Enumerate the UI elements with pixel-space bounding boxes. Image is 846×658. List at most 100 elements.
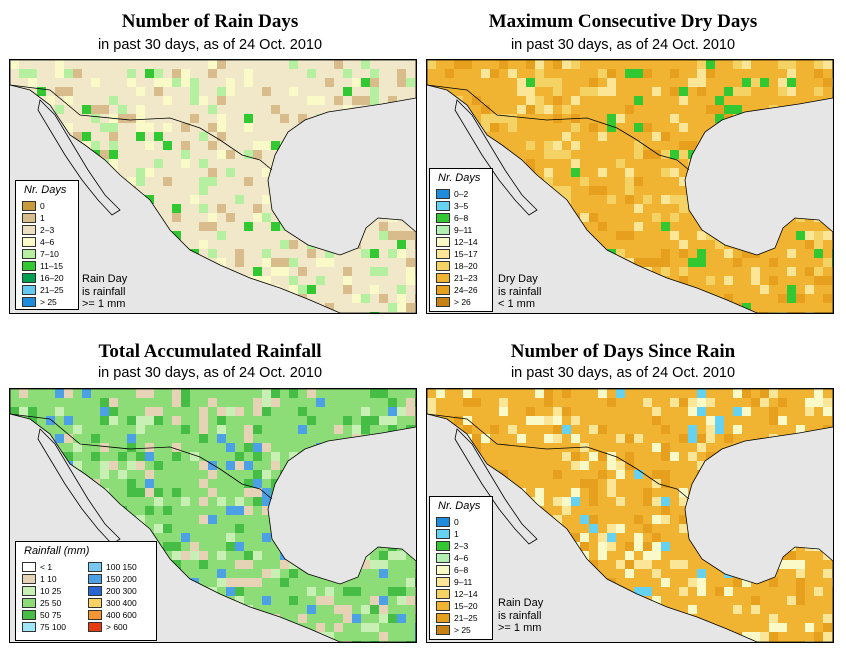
legend-swatch	[436, 565, 450, 575]
legend-swatch	[436, 553, 450, 563]
legend-label: 0–2	[454, 189, 469, 199]
legend-swatch	[22, 249, 36, 259]
legend-label: 16–20	[40, 273, 64, 283]
legend-swatch	[436, 237, 450, 247]
legend-swatch	[22, 261, 36, 271]
panel-subtitle: in past 30 days, as of 24 Oct. 2010	[97, 365, 323, 381]
coastline	[10, 60, 416, 313]
legend-swatch	[88, 586, 102, 596]
definition-note: Rain Day is rainfall >= 1 mm	[82, 273, 127, 311]
legend-label: 4–6	[40, 237, 55, 247]
legend-label: 1	[454, 529, 459, 539]
legend-label: 6–8	[454, 213, 469, 223]
panel-subtitle: in past 30 days, as of 24 Oct. 2010	[510, 37, 736, 53]
us-border	[427, 413, 690, 500]
coastline	[427, 60, 833, 313]
panel-title: Total Accumulated Rainfall	[98, 341, 322, 362]
legend-label: 150 200	[106, 574, 137, 584]
legend-label: 200 300	[106, 586, 137, 596]
legend-label: 1	[40, 213, 45, 223]
map	[426, 59, 834, 314]
us-border	[10, 413, 273, 500]
legend-title: Rainfall (mm)	[24, 545, 90, 557]
legend-label: 4–6	[454, 553, 469, 563]
legend-label: 400 600	[106, 610, 137, 620]
legend-swatch	[22, 622, 36, 632]
legend-swatch	[436, 285, 450, 295]
definition-note: Dry Day is rainfall < 1 mm	[498, 273, 541, 311]
map-legend: Nr. Days 0 1 2–3 4–6 7–10 11–15 16–20 21–25 > 25	[15, 180, 79, 310]
gulf-of-california	[454, 99, 538, 216]
legend-label: 75 100	[40, 622, 66, 632]
note-line: >= 1 mm	[498, 622, 542, 634]
legend-swatch	[22, 297, 36, 307]
legend-label: 21–25	[40, 285, 64, 295]
legend-swatch	[22, 201, 36, 211]
legend-swatch	[88, 610, 102, 620]
legend-label: 21–23	[454, 273, 478, 283]
legend-swatch	[22, 562, 36, 572]
legend-swatch	[436, 625, 450, 635]
note-line: Rain Day	[82, 273, 128, 285]
note-line: is rainfall	[82, 285, 126, 298]
note-line: is rainfall	[498, 285, 542, 298]
legend-title: Nr. Days	[438, 500, 481, 512]
legend-swatch	[88, 574, 102, 584]
note-line: is rainfall	[498, 609, 542, 622]
legend-label: 10 25	[40, 586, 62, 596]
legend-label: 12–14	[454, 237, 478, 247]
legend-title: Nr. Days	[24, 184, 67, 196]
note-line: < 1 mm	[498, 298, 535, 310]
legend-label: > 25	[40, 297, 57, 307]
legend-swatch	[436, 249, 450, 259]
us-border	[427, 84, 690, 171]
legend-label: 12–14	[454, 589, 478, 599]
definition-note: Rain Day is rainfall >= 1 mm	[498, 597, 543, 635]
us-border	[10, 84, 273, 171]
legend-label: 9–11	[454, 577, 473, 587]
coastline	[10, 389, 416, 642]
legend-swatch	[436, 201, 450, 211]
legend-label: 2–3	[454, 541, 469, 551]
legend-label: 24–26	[454, 285, 478, 295]
legend-label: 18–20	[454, 261, 478, 271]
legend-swatch	[436, 589, 450, 599]
legend-swatch	[88, 562, 102, 572]
legend-swatch	[22, 574, 36, 584]
legend-label: 6–8	[454, 565, 469, 575]
legend-swatch	[436, 213, 450, 223]
legend-swatch	[22, 225, 36, 235]
legend-label: > 600	[106, 622, 128, 632]
legend-swatch	[436, 261, 450, 271]
panel-subtitle: in past 30 days, as of 24 Oct. 2010	[97, 37, 323, 53]
legend-label: 15–20	[454, 601, 478, 611]
legend-label: 100 150	[106, 562, 137, 572]
panel-title: Number of Days Since Rain	[510, 341, 736, 362]
legend-label: 3–5	[454, 201, 469, 211]
legend-label: < 1	[40, 562, 53, 572]
note-line: Rain Day	[498, 597, 544, 609]
legend-label: 11–15	[40, 261, 64, 271]
legend-swatch	[436, 517, 450, 527]
note-line: >= 1 mm	[82, 298, 126, 310]
legend-swatch	[436, 297, 450, 307]
legend-swatch	[22, 586, 36, 596]
map	[9, 388, 417, 643]
legend-label: 25 50	[40, 598, 62, 608]
legend-swatch	[22, 213, 36, 223]
legend-title: Nr. Days	[438, 172, 481, 184]
legend-label: > 25	[454, 625, 471, 635]
coastline	[427, 389, 833, 642]
legend-swatch	[436, 529, 450, 539]
legend-label: 15–17	[454, 249, 478, 259]
legend-swatch	[436, 577, 450, 587]
legend-label: 7–10	[40, 249, 59, 259]
legend-swatch	[22, 237, 36, 247]
legend-swatch	[436, 601, 450, 611]
legend-swatch	[22, 598, 36, 608]
legend-label: > 26	[454, 297, 471, 307]
legend-label: 0	[40, 201, 45, 211]
legend-swatch	[436, 189, 450, 199]
legend-label: 9–11	[454, 225, 473, 235]
legend-swatch	[436, 541, 450, 551]
